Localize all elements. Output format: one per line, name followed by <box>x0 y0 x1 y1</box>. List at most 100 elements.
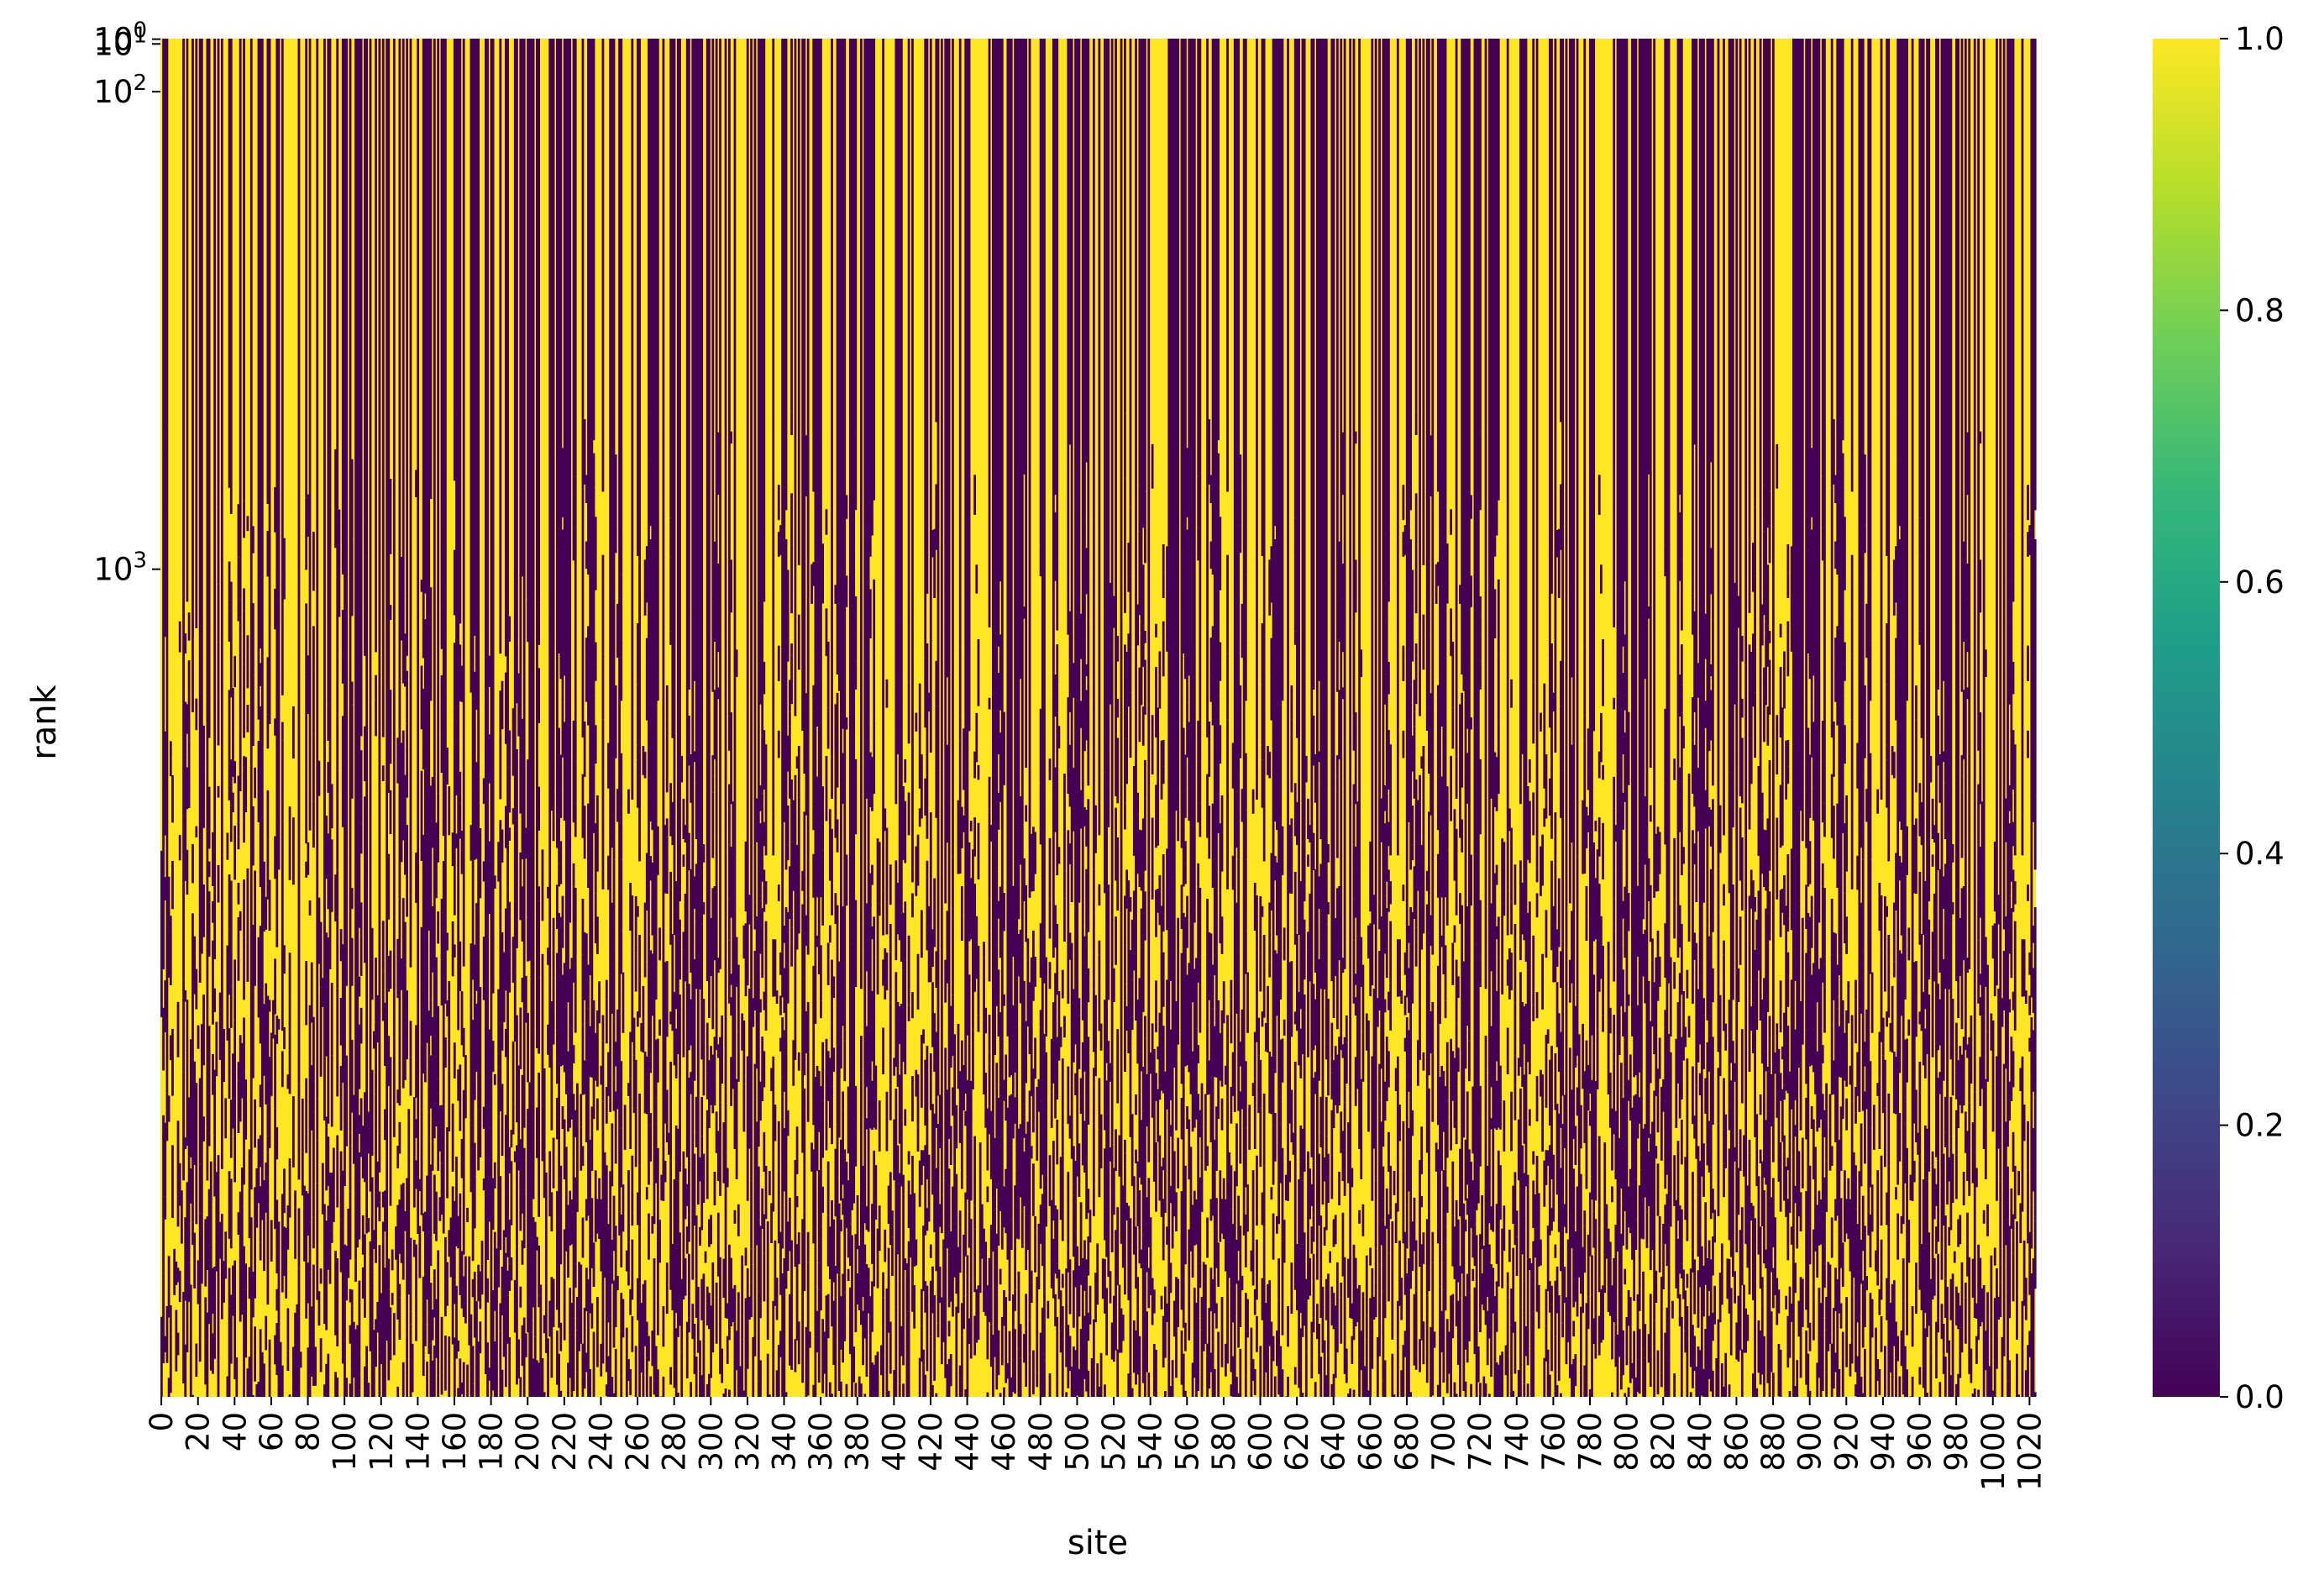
heatmap-cell <box>228 968 231 995</box>
heatmap-cell <box>1241 603 1244 659</box>
heatmap-cell <box>935 1168 938 1199</box>
heatmap-cell <box>1316 1304 1319 1340</box>
heatmap-cell <box>1376 1336 1379 1397</box>
heatmap-cell <box>1431 39 1435 890</box>
heatmap-cell <box>1273 1376 1277 1393</box>
heatmap-cell <box>435 1299 438 1358</box>
heatmap-cell <box>784 685 788 751</box>
heatmap-cell <box>1003 893 1005 932</box>
heatmap-cell <box>1307 1253 1309 1300</box>
heatmap-cell <box>699 791 701 851</box>
heatmap-cell <box>1325 759 1328 796</box>
heatmap-cell <box>364 39 366 524</box>
heatmap-cell <box>381 970 385 1007</box>
heatmap-cell <box>521 513 524 577</box>
heatmap-cell <box>1081 1290 1084 1336</box>
heatmap-cell <box>244 1079 248 1140</box>
heatmap-cell <box>288 953 291 1000</box>
heatmap-cell <box>1140 848 1143 891</box>
heatmap-cell <box>239 559 242 600</box>
heatmap-cell <box>1162 1157 1165 1171</box>
heatmap-cell <box>1338 614 1340 642</box>
heatmap-cell <box>1299 880 1303 937</box>
heatmap-cell <box>590 1022 594 1078</box>
heatmap-cell <box>164 575 167 638</box>
heatmap-cell <box>658 1220 661 1263</box>
heatmap-cell <box>1439 1077 1441 1102</box>
heatmap-cell <box>1237 909 1241 954</box>
heatmap-cell <box>777 645 780 681</box>
heatmap-cell <box>674 1028 678 1079</box>
heatmap-cell <box>482 937 485 1000</box>
heatmap-cell <box>1349 1189 1352 1246</box>
heatmap-cell <box>851 1030 853 1064</box>
heatmap-cell <box>1149 1217 1152 1262</box>
heatmap-cell <box>1416 872 1419 891</box>
heatmap-cell <box>1078 1143 1081 1198</box>
heatmap-cell <box>437 793 440 842</box>
heatmap-cell <box>790 654 793 677</box>
heatmap-cell <box>459 1387 462 1397</box>
heatmap-cell <box>213 1336 217 1359</box>
heatmap-cell <box>936 1123 940 1154</box>
heatmap-cell <box>826 707 830 749</box>
heatmap-cell <box>1030 1146 1033 1159</box>
heatmap-cell <box>1262 808 1266 862</box>
heatmap-cell <box>944 39 947 904</box>
heatmap-cell <box>572 496 575 527</box>
heatmap-cell <box>1155 1349 1157 1397</box>
heatmap-cell <box>252 526 254 554</box>
heatmap-cell <box>1092 869 1095 913</box>
heatmap-cell <box>433 1269 436 1318</box>
heatmap-cell <box>1380 798 1383 842</box>
heatmap-cell <box>947 1254 951 1268</box>
heatmap-cell <box>1034 957 1036 987</box>
heatmap-cell <box>1272 1213 1275 1260</box>
heatmap-cell <box>1183 916 1187 963</box>
heatmap-cell <box>1388 1253 1390 1302</box>
heatmap-cell <box>797 39 800 565</box>
heatmap-cell <box>1141 1173 1145 1236</box>
heatmap-cell <box>350 538 354 600</box>
heatmap-cell <box>259 987 262 1044</box>
heatmap-cell <box>753 1240 757 1265</box>
heatmap-cell <box>1199 39 1202 762</box>
heatmap-cell <box>589 955 592 976</box>
heatmap-cell <box>513 1297 517 1333</box>
heatmap-cell <box>1015 1204 1019 1239</box>
heatmap-cell <box>1425 1232 1429 1258</box>
heatmap-cell <box>316 1183 319 1247</box>
heatmap-cell <box>369 1288 372 1351</box>
heatmap-cell <box>632 1017 636 1056</box>
heatmap-cell <box>552 792 555 842</box>
heatmap-cell <box>1419 1160 1421 1231</box>
heatmap-cell <box>572 527 575 561</box>
heatmap-cell <box>1327 1341 1330 1378</box>
heatmap-cell <box>1413 726 1416 799</box>
heatmap-cell <box>240 1168 244 1207</box>
heatmap-cell <box>1442 1262 1445 1290</box>
heatmap-cell <box>649 856 653 881</box>
heatmap-cell <box>1197 1318 1200 1336</box>
heatmap-cell <box>1281 1147 1284 1189</box>
heatmap-cell <box>243 771 245 843</box>
heatmap-cell <box>1244 1128 1247 1188</box>
heatmap-cell <box>493 1252 496 1276</box>
heatmap-cell <box>330 1055 333 1127</box>
heatmap-cell <box>165 1129 169 1142</box>
heatmap-cell <box>1378 1240 1381 1265</box>
heatmap-cell <box>693 1006 696 1081</box>
heatmap-cell <box>191 1158 194 1223</box>
heatmap-cell <box>558 791 560 863</box>
heatmap-cell <box>1141 1342 1145 1383</box>
heatmap-cell <box>516 1145 518 1184</box>
heatmap-cell <box>1279 1077 1283 1098</box>
heatmap-cell <box>587 539 590 575</box>
heatmap-cell <box>404 668 407 687</box>
heatmap-cell <box>344 1244 346 1288</box>
heatmap-cell <box>206 1228 209 1271</box>
heatmap-cell <box>197 1260 200 1304</box>
heatmap-cell <box>1298 1179 1300 1248</box>
heatmap-cell <box>162 1170 165 1219</box>
heatmap-cell <box>453 1337 456 1397</box>
